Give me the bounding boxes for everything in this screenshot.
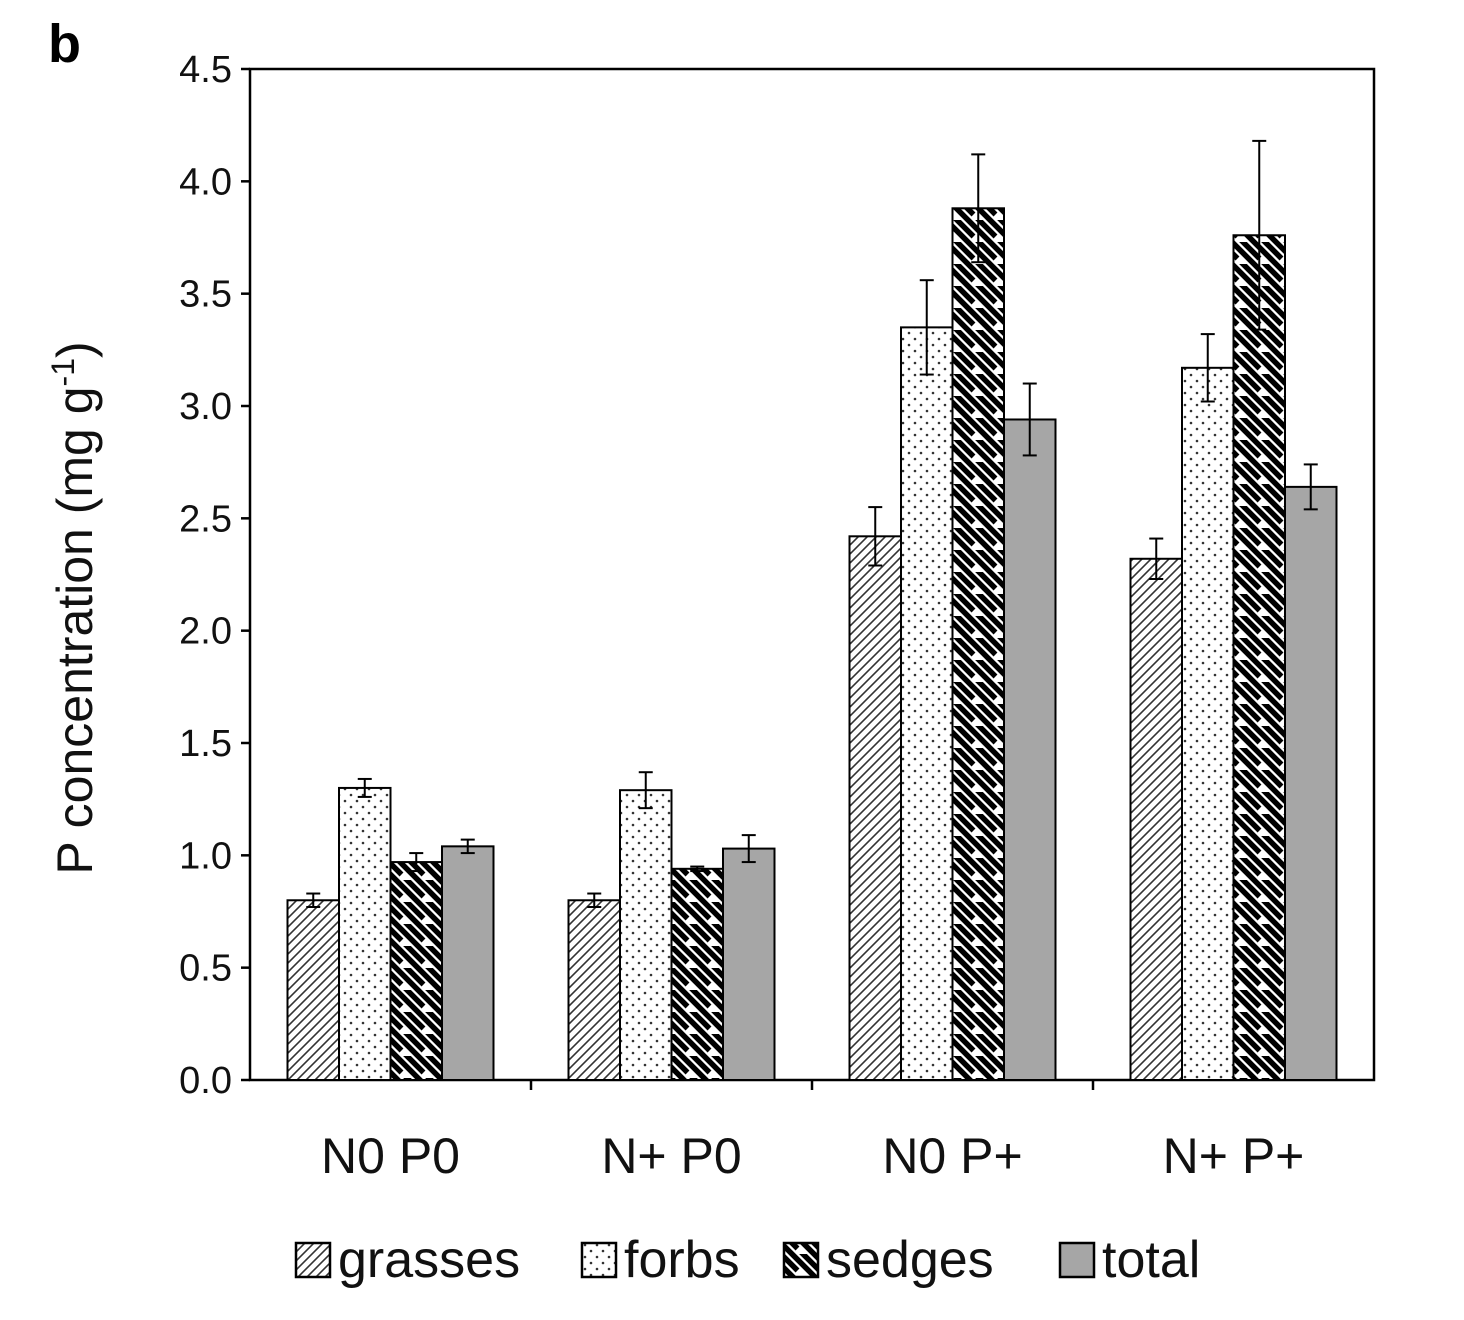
error-bar-sedges [1252,139,1267,331]
y-axis: 0.0 0.5 1.0 1.5 2.0 2.5 3.0 3.5 4.0 4.5 [179,49,250,1102]
svg-text:P concentration (mg g-1): P concentration (mg g-1) [45,341,103,874]
y-tick-label: 0.5 [179,948,232,990]
bar-forbs [1181,366,1235,1082]
bar-grasses [848,535,902,1081]
legend-swatch-sedges [782,1241,820,1279]
x-category-label: N0 P0 [321,1128,460,1184]
x-category-label: N0 P+ [882,1128,1022,1184]
legend-label-grasses: grasses [338,1231,520,1289]
error-bar-grasses [1149,537,1164,580]
error-bar-grasses [306,892,321,909]
error-bar-total [741,834,756,864]
bar-total [1003,418,1057,1082]
x-category-label: N+ P+ [1163,1128,1305,1184]
bar-total [441,845,495,1082]
y-tick-label: 0.0 [179,1060,232,1102]
y-tick-label: 2.0 [179,611,232,653]
bar-total [1284,485,1338,1081]
legend: grasses forbs sedges total [294,1231,1200,1289]
error-bar-forbs [357,777,372,798]
error-bar-forbs [1200,333,1215,403]
bars-group [286,207,1338,1082]
bar-sedges [389,861,443,1081]
error-bar-grasses [868,506,883,567]
legend-swatch-total [1058,1241,1096,1279]
bar-forbs [338,786,392,1082]
error-bar-forbs [638,771,653,810]
y-axis-title-sup: -1 [45,358,81,386]
bar-sedges [1232,234,1286,1081]
bar-grasses [567,899,621,1081]
y-tick-label: 4.0 [179,161,232,203]
legend-label-sedges: sedges [826,1231,994,1289]
x-axis: N0 P0 N+ P0 N0 P+ N+ P+ [321,1080,1304,1184]
x-category-label: N+ P0 [601,1128,741,1184]
bar-grasses [1129,557,1183,1081]
y-tick-label: 3.0 [179,386,232,428]
bar-sedges [670,867,724,1082]
legend-swatch-grasses [294,1241,332,1279]
error-bar-sedges [409,852,424,873]
error-bar-sedges [690,865,705,873]
legend-swatch-forbs [580,1241,618,1279]
panel-label: b [48,14,81,74]
error-bar-total [1303,463,1318,511]
legend-label-forbs: forbs [624,1231,740,1289]
bar-forbs [900,326,954,1082]
bar-total [722,847,776,1081]
y-tick-label: 2.5 [179,498,232,540]
bar-forbs [619,789,673,1081]
error-bar-total [1022,382,1037,457]
y-tick-label: 4.5 [179,49,232,91]
legend-label-total: total [1102,1231,1200,1289]
error-bars-group [306,139,1318,909]
error-bar-forbs [919,279,934,376]
y-tick-label: 1.0 [179,835,232,877]
y-tick-label: 3.5 [179,274,232,316]
y-axis-title-main: P concentration (mg g [47,386,103,874]
bar-sedges [951,207,1005,1081]
error-bar-total [460,838,475,855]
error-bar-grasses [587,892,602,909]
bar-grasses [286,899,340,1081]
y-tick-label: 1.5 [179,723,232,765]
y-axis-title-close: ) [47,341,103,358]
y-axis-title: P concentration (mg g-1) [45,341,103,874]
error-bar-sedges [971,153,986,264]
